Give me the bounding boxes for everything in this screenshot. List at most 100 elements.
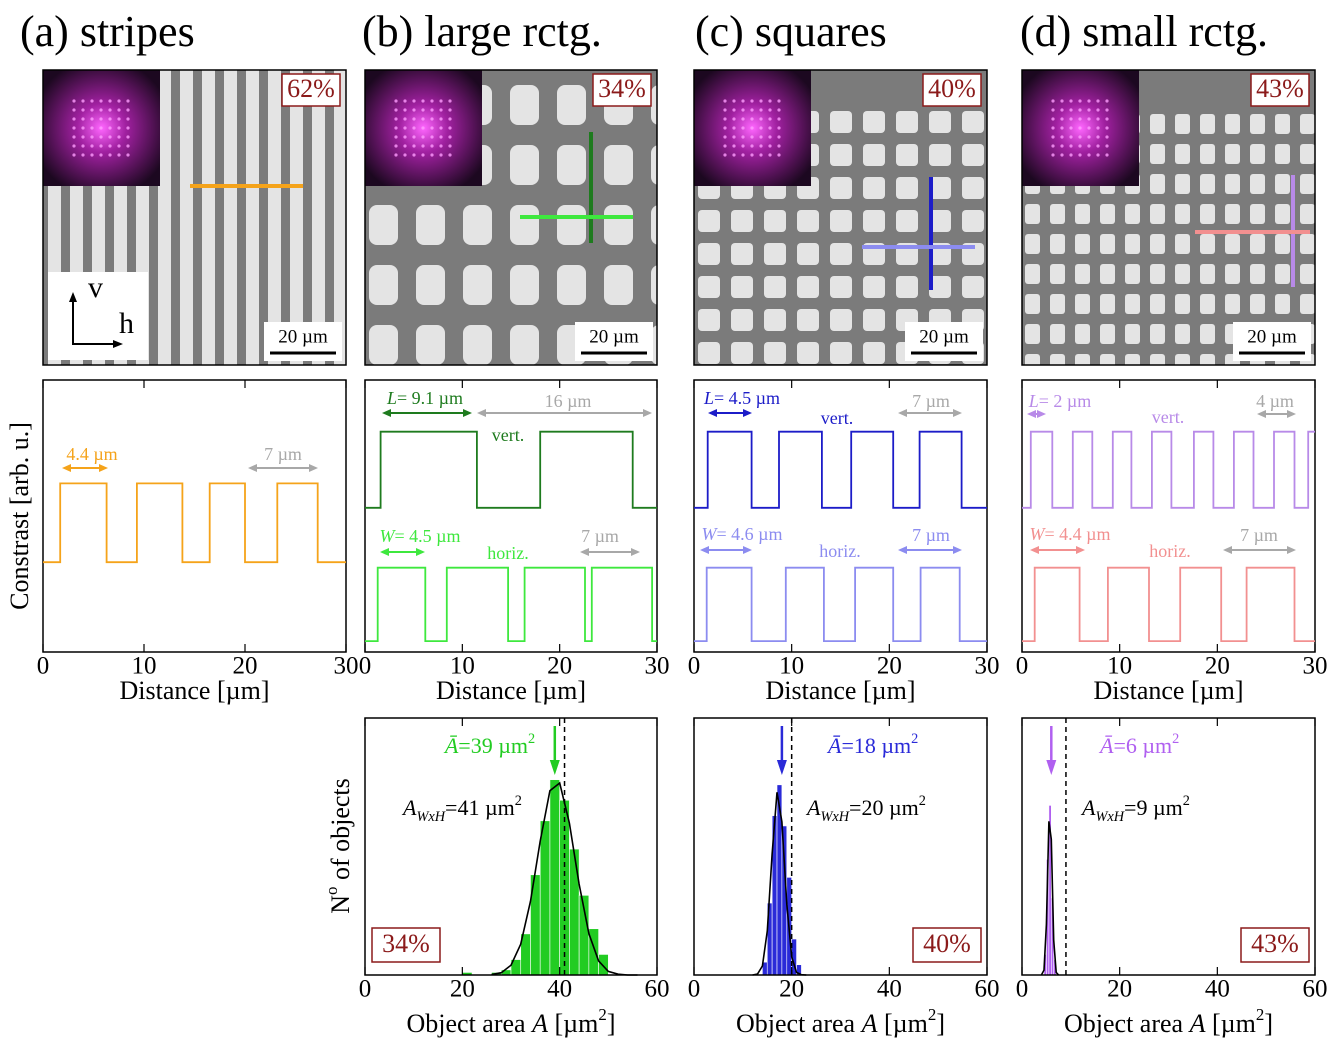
pattern-feature [1025, 234, 1040, 254]
pattern-feature [651, 85, 657, 125]
x-tick-label: 10 [779, 653, 804, 680]
fft-spot [394, 153, 398, 157]
pattern-feature [158, 70, 171, 365]
pattern-feature [1225, 174, 1240, 194]
percent-label: 43% [1256, 74, 1304, 103]
plot-frame [693, 379, 988, 653]
dimension-label-part: W [379, 526, 396, 546]
x-tick-label: 30 [975, 653, 1000, 680]
fft-spot [108, 135, 112, 139]
dimension-label-part: 16 µm [545, 391, 592, 411]
mean-label: Ā=18 µm2 [826, 731, 918, 758]
fft-spot [732, 144, 736, 148]
x-axis-label-part: 2 [598, 1005, 606, 1024]
fft-spot [777, 99, 781, 103]
pattern-feature [1200, 354, 1215, 365]
pattern-feature [830, 309, 852, 331]
dimension-label-part: 7 µm [912, 391, 950, 411]
arrow-head [1027, 410, 1036, 418]
pattern-feature [1225, 294, 1240, 314]
fft-spot [777, 108, 781, 112]
pattern-feature [1225, 264, 1240, 284]
fft-spot [81, 117, 85, 121]
mean-label: Ā=39 µm2 [443, 731, 535, 758]
fft-spot [90, 117, 94, 121]
fft-spot [1051, 117, 1055, 121]
x-axis-label: Distance [µm] [766, 676, 916, 705]
fft-spot [403, 117, 407, 121]
dimension-label-part: 4 µm [1256, 391, 1294, 411]
reference-label-part: 2 [919, 793, 926, 809]
fft-spot [1087, 117, 1091, 121]
pattern-feature [764, 243, 786, 265]
fft-spot [412, 144, 416, 148]
plot-frame [1021, 379, 1316, 653]
x-tick-label: 20 [1107, 976, 1132, 1003]
pattern-feature [1150, 234, 1165, 254]
x-tick-label: 0 [1016, 653, 1029, 680]
dimension-label-part: W [1029, 524, 1046, 544]
mean-label-part: Ā [826, 733, 842, 758]
pattern-feature [1300, 264, 1315, 284]
fft-spot [1069, 117, 1073, 121]
fft-spot [108, 108, 112, 112]
pattern-feature [896, 276, 918, 298]
dimension-label: W= 4.6 µm [701, 524, 782, 544]
pattern-feature [731, 243, 753, 265]
fft-spot [81, 108, 85, 112]
dimension-label: L= 2 µm [1028, 391, 1092, 411]
pattern-feature [1275, 174, 1290, 194]
percent-label: 34% [598, 74, 646, 103]
percent-box [1250, 73, 1310, 107]
pattern-feature [1125, 234, 1140, 254]
pattern-feature [929, 177, 951, 199]
pattern-feature [1050, 324, 1065, 344]
profile-curve [365, 566, 657, 642]
fft-spot [1078, 135, 1082, 139]
pattern-feature [1200, 234, 1215, 254]
x-tick-label: 20 [1205, 653, 1230, 680]
dimension-label-part: 7 µm [912, 525, 950, 545]
x-tick-label: 0 [359, 653, 372, 680]
fft-spot [126, 117, 130, 121]
pattern-feature [651, 205, 657, 245]
pattern-feature [1300, 234, 1315, 254]
plot-frame [364, 717, 658, 976]
pattern-feature [1175, 354, 1190, 365]
pattern-feature [246, 70, 259, 365]
fft-spot [412, 99, 416, 103]
y-axis-label-part: o [322, 887, 341, 895]
series-label: horiz. [1149, 541, 1190, 561]
pattern-feature [604, 145, 633, 185]
pattern-feature [180, 70, 193, 365]
pattern-feature [1200, 324, 1215, 344]
fft-spot [99, 108, 103, 112]
pattern-feature [510, 265, 539, 305]
series-label: vert. [492, 425, 524, 445]
arrow-head [1223, 546, 1232, 554]
fft-spot [72, 108, 76, 112]
fft-spot [1105, 108, 1109, 112]
profile-curve [43, 482, 346, 564]
fft-spot [741, 126, 745, 130]
scale-bar-label: 20 µm [919, 326, 969, 347]
dimension-label: L= 9.1 µm [386, 388, 463, 408]
micrograph: 62% 20 µm vh [43, 70, 346, 365]
pattern-feature [510, 145, 539, 185]
fft-spot [403, 153, 407, 157]
pattern-feature [896, 210, 918, 232]
pattern-feature [1175, 264, 1190, 284]
reference-label: AWxH=9 µm2 [1080, 793, 1190, 825]
pattern-feature [1150, 144, 1165, 164]
fft-spot [439, 135, 443, 139]
fft-spot [750, 108, 754, 112]
x-axis-label: Object area A [µm2] [736, 1005, 945, 1038]
x-tick-label: 10 [1107, 653, 1132, 680]
pattern-feature [863, 342, 885, 364]
fft-spot [759, 117, 763, 121]
fft-spot [741, 135, 745, 139]
fft-spot [430, 126, 434, 130]
dimension-label-part: = 2 µm [1039, 391, 1092, 411]
fft-spot [394, 135, 398, 139]
